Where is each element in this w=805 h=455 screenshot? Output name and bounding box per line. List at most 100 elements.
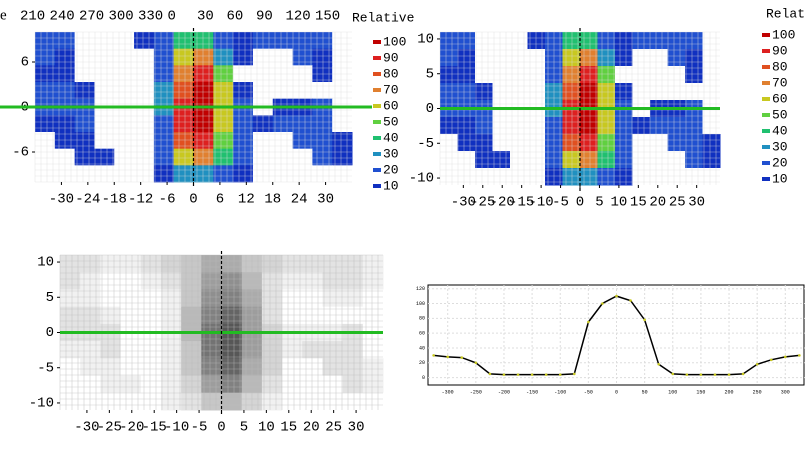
colorbar-label: 10 (383, 178, 399, 193)
colorbar-swatch (373, 120, 381, 124)
x-tick-label: -30 (49, 192, 74, 208)
heat-cell (440, 134, 458, 152)
heat-cell (60, 341, 81, 359)
heat-cell (74, 115, 95, 133)
heat-cell (650, 32, 668, 50)
top-tick-label: 270 (79, 9, 104, 25)
heat-cell (562, 32, 581, 50)
heat-cell (160, 392, 182, 411)
y-tick-label: 20 (419, 360, 425, 366)
data-point (572, 372, 576, 376)
heat-cell (201, 255, 222, 273)
heat-cell (302, 392, 323, 411)
data-point (699, 373, 703, 376)
data-point (755, 362, 759, 366)
heat-cell (94, 148, 115, 166)
heat-cell (632, 117, 651, 135)
heat-cell (282, 306, 303, 325)
colorbar-label: 40 (772, 123, 788, 138)
heat-cell (440, 49, 458, 67)
colorbar-swatch (373, 40, 381, 44)
heat-cell (685, 151, 703, 169)
heat-cell (510, 117, 528, 135)
heat-cell (261, 341, 283, 359)
heat-cell (527, 117, 546, 135)
heat-cell (440, 66, 458, 84)
heat-cell (322, 306, 344, 325)
heat-cell (562, 117, 581, 135)
heat-cell (492, 151, 511, 169)
heat-cell (510, 66, 528, 84)
heat-cell (562, 134, 581, 152)
heat-cell (632, 134, 651, 152)
x-tick-label: 30 (348, 420, 365, 436)
colorbar-label: 80 (383, 66, 399, 81)
heat-cell (221, 341, 243, 359)
heat-cell (35, 132, 56, 150)
colorbar-swatch (762, 145, 770, 149)
heat-cell (667, 32, 686, 50)
colorbar-label: 50 (383, 114, 399, 129)
data-point (784, 355, 787, 359)
heat-cell (261, 358, 283, 377)
heat-cell (492, 32, 511, 50)
heat-cell (60, 392, 81, 411)
data-point (769, 358, 773, 362)
heat-cell (362, 306, 384, 325)
heat-cell (261, 289, 283, 308)
heat-cell (667, 117, 686, 135)
heat-cell (475, 32, 493, 50)
heat-cell (632, 32, 651, 50)
x-tick-label: 20 (303, 420, 320, 436)
y-tick-label: -10 (29, 396, 54, 412)
heat-cell (302, 341, 323, 359)
heat-cell (221, 255, 243, 273)
y-tick-label: -10 (409, 171, 434, 187)
heat-cell (181, 341, 202, 359)
heat-cell (597, 134, 616, 152)
x-tick-label: 24 (291, 192, 308, 208)
heat-cell (114, 48, 135, 66)
x-tick-label: -150 (526, 389, 538, 395)
heat-cell (221, 272, 243, 290)
heat-cell (702, 151, 721, 169)
heat-cell (233, 148, 254, 166)
colorbar-swatch (373, 72, 381, 76)
x-tick-label: 200 (725, 389, 734, 395)
heat-cell (650, 66, 668, 84)
x-tick-label: -10 (529, 195, 554, 211)
top-tick-label: 30 (197, 9, 214, 25)
x-tick-label: -24 (75, 192, 100, 208)
heat-cell (322, 341, 344, 359)
heat-cell (292, 82, 313, 100)
heat-cell (292, 165, 313, 183)
heat-cell (213, 165, 234, 183)
heat-cell (213, 132, 234, 150)
heat-cell (160, 358, 182, 377)
heat-cell (74, 165, 95, 183)
heat-cell (233, 48, 254, 66)
heat-cell (272, 82, 294, 100)
data-point (798, 354, 801, 357)
heat-cell (35, 165, 56, 183)
heat-cell (332, 148, 353, 166)
heat-cell (282, 289, 303, 308)
heat-cell (457, 32, 476, 50)
heat-cell (60, 272, 81, 290)
heat-cell (492, 66, 511, 84)
heat-cell (153, 32, 175, 50)
heat-cell (632, 66, 651, 84)
y-tick-label: 10 (37, 255, 54, 271)
heat-cell (457, 134, 476, 152)
heat-cell (475, 66, 493, 84)
heat-cell (332, 132, 353, 150)
colorbar-swatch (373, 184, 381, 188)
colorbar-label: 30 (772, 139, 788, 154)
heat-cell (580, 49, 598, 67)
heat-cell (597, 168, 616, 186)
heat-cell (302, 255, 323, 273)
heat-cell (181, 358, 202, 377)
top-tick-label: 0 (168, 9, 176, 25)
heat-cell (685, 117, 703, 135)
heat-cell (160, 341, 182, 359)
